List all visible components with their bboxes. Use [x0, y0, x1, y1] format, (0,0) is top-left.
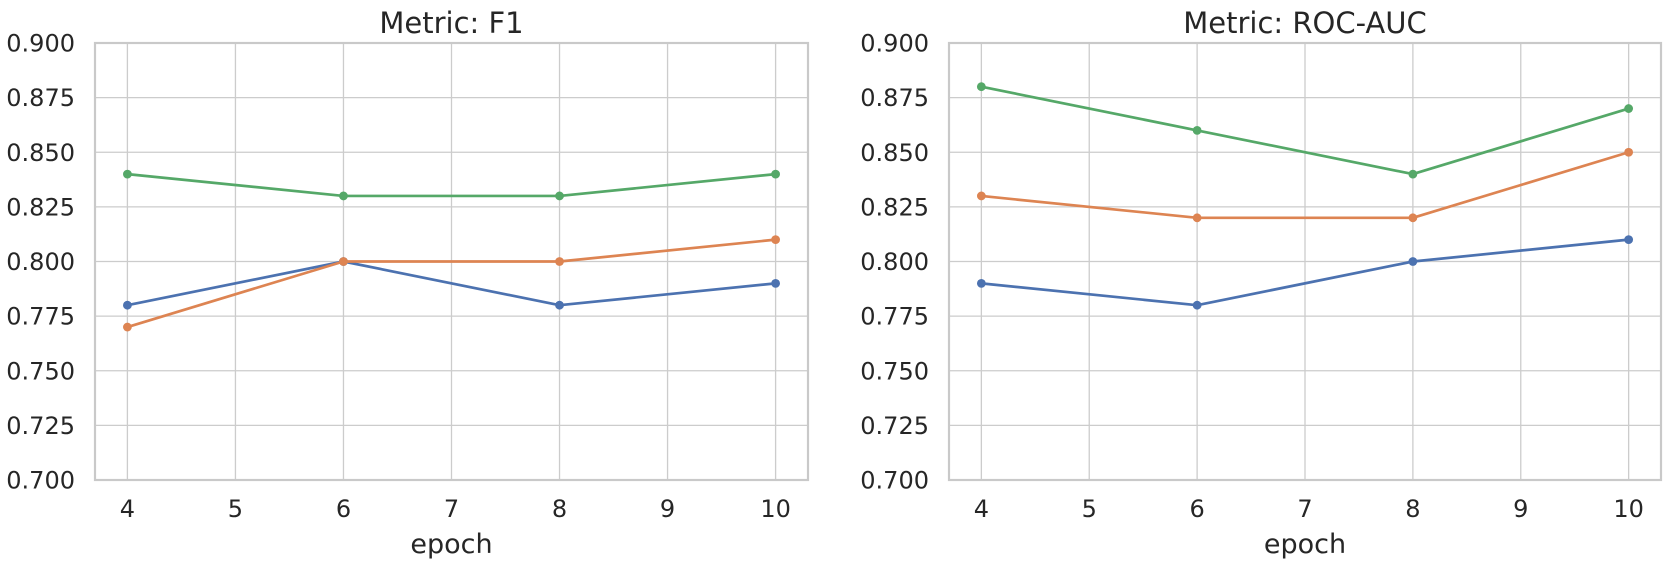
marker-blue-epoch-4: [123, 300, 132, 310]
x-tick-label: 8: [1405, 495, 1420, 523]
y-tick-label: 0.875: [860, 84, 929, 112]
line-series-blue: [126, 260, 777, 307]
x-tick-label: 8: [552, 495, 567, 523]
roc-auc-plot-svg: 0.700 0.725 0.750 0.775 0.800 0.825 0.850 0.875…: [860, 6, 1663, 560]
axes-spines: [93, 41, 810, 482]
y-tick-label: 0.700: [860, 467, 929, 495]
line-series-blue: [980, 238, 1630, 307]
f1-xaxis-label: epoch: [410, 529, 492, 560]
x-tick-label: 4: [120, 495, 135, 523]
line-series-orange: [980, 150, 1630, 220]
marker-green-epoch-10: [1624, 104, 1634, 113]
f1-chart-title: Metric: F1: [379, 6, 523, 40]
y-tick-label: 0.900: [6, 30, 75, 58]
x-tick-label: 9: [660, 495, 675, 523]
marker-orange-epoch-10: [771, 235, 780, 245]
y-tick-label: 0.750: [860, 357, 929, 385]
axes-spines: [947, 41, 1663, 482]
y-tick-label: 0.725: [6, 412, 75, 440]
y-tick-label: 0.825: [860, 193, 929, 221]
marker-orange-epoch-8: [1408, 213, 1418, 223]
marker-blue-epoch-8: [1408, 257, 1418, 266]
x-tick-label: 6: [336, 495, 351, 523]
x-tick-label: 7: [444, 495, 459, 523]
marker-orange-epoch-4: [976, 191, 986, 201]
y-tick-label: 0.700: [6, 467, 75, 495]
y-tick-label: 0.775: [860, 303, 929, 331]
y-tick-label: 0.850: [6, 139, 75, 167]
marker-green-epoch-4: [976, 82, 986, 92]
x-tick-label: 7: [1297, 495, 1312, 523]
x-tick-label: 9: [1513, 495, 1528, 523]
y-tick-label: 0.725: [860, 412, 929, 440]
line-series-orange: [126, 238, 777, 329]
marker-orange-epoch-10: [1624, 147, 1634, 157]
marker-green-epoch-4: [123, 169, 132, 179]
marker-blue-epoch-8: [555, 300, 564, 310]
marker-blue-epoch-10: [771, 278, 780, 288]
x-tick-label: 10: [1613, 495, 1644, 523]
marker-green-epoch-6: [1192, 125, 1202, 135]
f1-plot-svg: 0.700 0.725 0.750 0.775 0.800 0.825 0.850 0.875…: [6, 6, 810, 560]
x-tick-label: 10: [760, 495, 791, 523]
roc-auc-xaxis-label: epoch: [1264, 529, 1346, 560]
y-tick-label: 0.875: [6, 84, 75, 112]
marker-green-epoch-10: [771, 169, 780, 179]
line-series-green: [126, 172, 777, 198]
marker-green-epoch-6: [339, 191, 348, 201]
f1-plot-layer: 0.700 0.725 0.750 0.775 0.800 0.825 0.850 0.875…: [6, 30, 810, 523]
roc-auc-plot-layer: 0.700 0.725 0.750 0.775 0.800 0.825 0.850 0.875…: [860, 30, 1663, 523]
y-tick-label: 0.800: [6, 248, 75, 276]
marker-orange-epoch-8: [555, 257, 564, 266]
y-tick-label: 0.850: [860, 139, 929, 167]
x-tick-label: 6: [1189, 495, 1204, 523]
y-tick-label: 0.750: [6, 357, 75, 385]
y-tick-label: 0.775: [6, 303, 75, 331]
chart-f1: 0.700 0.725 0.750 0.775 0.800 0.825 0.850 0.875…: [0, 0, 836, 565]
y-tick-label: 0.825: [6, 193, 75, 221]
marker-blue-epoch-10: [1624, 235, 1634, 245]
roc-auc-chart-title: Metric: ROC-AUC: [1183, 6, 1427, 40]
marker-orange-epoch-6: [1192, 213, 1202, 223]
chart-roc-auc: 0.700 0.725 0.750 0.775 0.800 0.825 0.850 0.875…: [837, 0, 1673, 565]
marker-green-epoch-8: [1408, 169, 1418, 179]
marker-blue-epoch-4: [976, 278, 986, 288]
marker-green-epoch-8: [555, 191, 564, 201]
x-tick-label: 5: [228, 495, 243, 523]
marker-orange-epoch-4: [123, 322, 132, 332]
y-tick-label: 0.900: [860, 30, 929, 58]
x-tick-label: 4: [974, 495, 989, 523]
y-tick-label: 0.800: [860, 248, 929, 276]
marker-orange-epoch-6: [339, 257, 348, 266]
x-tick-label: 5: [1082, 495, 1097, 523]
marker-blue-epoch-6: [1192, 300, 1202, 310]
line-series-green: [980, 85, 1630, 176]
